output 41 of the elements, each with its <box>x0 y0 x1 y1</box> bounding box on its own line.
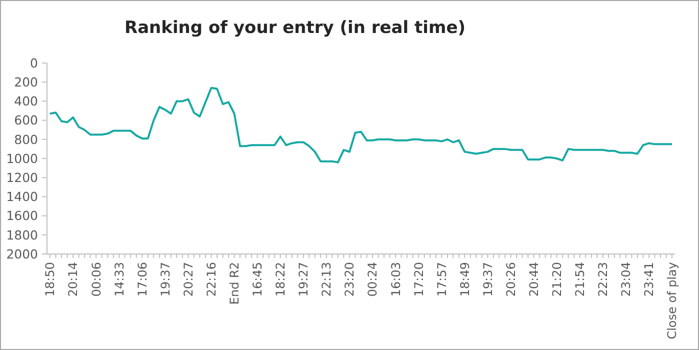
x-tick-label: 17:20 <box>412 262 426 297</box>
x-tick-label: Close of play <box>665 262 680 340</box>
x-tick-label: End R2 <box>227 262 242 305</box>
x-tick-label: 21:20 <box>550 262 564 297</box>
y-tick-label: 200 <box>14 74 38 90</box>
x-tick-label: 16:03 <box>388 262 403 297</box>
x-tick-label: 20:26 <box>504 262 518 297</box>
x-tick-label: 19:37 <box>158 262 172 297</box>
x-tick-label: 22:13 <box>320 262 334 297</box>
x-tick-label: 14:33 <box>112 262 126 297</box>
x-tick-label: 20:14 <box>66 262 80 297</box>
x-tick-label: 20:27 <box>181 262 196 297</box>
x-tick-label: 22:23 <box>596 262 610 297</box>
x-tick-label: 17:57 <box>434 262 449 297</box>
x-tick-label: 00:06 <box>89 262 104 297</box>
x-tick-label: 18:22 <box>274 262 288 297</box>
y-tick-label: 400 <box>14 94 38 109</box>
line-series <box>49 86 673 164</box>
x-tick-label: 17:06 <box>135 262 150 297</box>
chart-title: Ranking of your entry (in real time) <box>124 18 466 38</box>
x-tick-label: 21:54 <box>573 262 588 297</box>
y-tick-label: 1600 <box>6 208 38 224</box>
y-tick-label: 800 <box>14 132 38 147</box>
x-tick-label: 19:27 <box>296 262 311 297</box>
x-tick-label: 16:45 <box>250 262 265 297</box>
x-tick-label: 23:41 <box>642 262 656 297</box>
y-tick-label: 1400 <box>6 189 38 204</box>
y-tick-label: 1000 <box>6 150 38 166</box>
x-tick-label: 18:49 <box>458 262 472 297</box>
y-tick-label: 600 <box>14 112 38 128</box>
x-tick-label: 23:04 <box>619 262 634 297</box>
y-tick-label: 2000 <box>6 246 38 262</box>
y-tick-label: 1200 <box>6 170 38 185</box>
x-tick-label: 20:44 <box>526 262 541 297</box>
x-tick-label: 19:37 <box>480 262 495 297</box>
y-tick-label: 0 <box>30 55 38 70</box>
x-tick-label: 18:50 <box>43 262 58 297</box>
x-tick-label: 23:20 <box>342 262 357 297</box>
y-tick-label: 1800 <box>6 227 38 242</box>
x-tick-label: 00:24 <box>366 262 380 297</box>
x-tick-label: 22:16 <box>204 262 218 297</box>
